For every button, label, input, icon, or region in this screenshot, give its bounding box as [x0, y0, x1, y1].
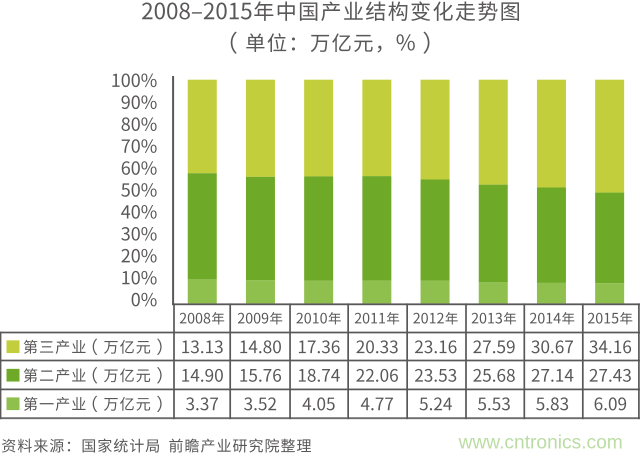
svg-text:www.cntronics.com: www.cntronics.com	[458, 432, 623, 453]
